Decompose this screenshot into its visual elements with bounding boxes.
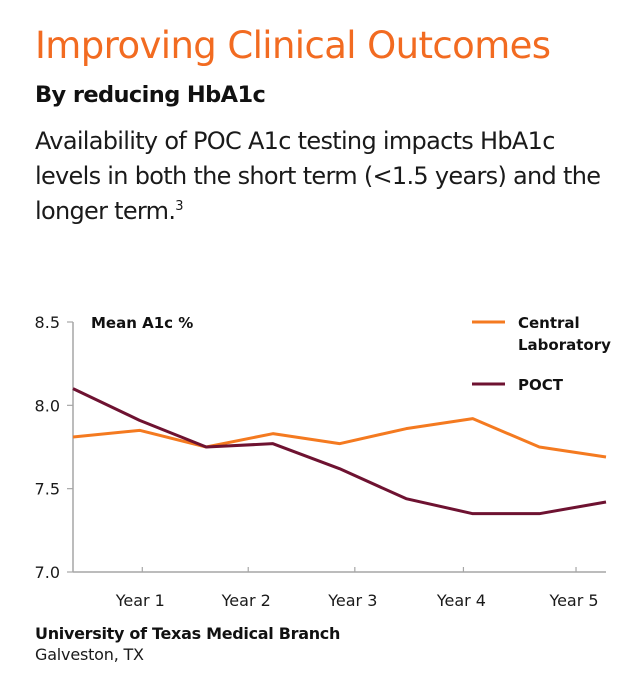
description-text: Availability of POC A1c testing impacts … bbox=[35, 124, 625, 229]
y-tick-label: 7.5 bbox=[35, 480, 60, 499]
legend-label-central-laboratory: Laboratory bbox=[518, 336, 611, 354]
x-axis: Year 1 Year 2 Year 3 Year 4 Year 5 bbox=[73, 567, 606, 610]
x-tick-label: Year 5 bbox=[548, 591, 598, 610]
series-lines bbox=[72, 387, 607, 516]
y-tick-label: 8.5 bbox=[35, 313, 60, 332]
legend: Central Laboratory POCT bbox=[472, 314, 611, 394]
legend-label-poct: POCT bbox=[518, 376, 564, 394]
y-tick-label: 7.0 bbox=[35, 563, 60, 582]
footer: University of Texas Medical Branch Galve… bbox=[35, 623, 340, 665]
institution-location: Galveston, TX bbox=[35, 645, 144, 664]
x-tick-label: Year 3 bbox=[327, 591, 377, 610]
chart-title: Mean A1c % bbox=[91, 314, 193, 332]
x-tick-label: Year 2 bbox=[221, 591, 271, 610]
institution-name: University of Texas Medical Branch bbox=[35, 624, 341, 643]
y-tick-label: 8.0 bbox=[35, 396, 60, 415]
line-chart: 8.58.07.57.0 Year 1 Year 2 Year 3 Year 4 Yea… bbox=[35, 313, 612, 610]
page-subtitle: By reducing HbA1c bbox=[35, 82, 266, 108]
series-line-poct bbox=[72, 387, 607, 516]
legend-label-central-laboratory: Central bbox=[518, 314, 580, 332]
description-body: Availability of POC A1c testing impacts … bbox=[35, 127, 601, 225]
x-tick-label: Year 1 bbox=[115, 591, 165, 610]
page-title: Improving Clinical Outcomes bbox=[35, 24, 551, 67]
y-axis: 8.5 8.0 7.5 7.0 bbox=[35, 313, 74, 582]
footnote-reference: 3 bbox=[175, 199, 183, 214]
x-tick-label: Year 4 bbox=[436, 591, 486, 610]
